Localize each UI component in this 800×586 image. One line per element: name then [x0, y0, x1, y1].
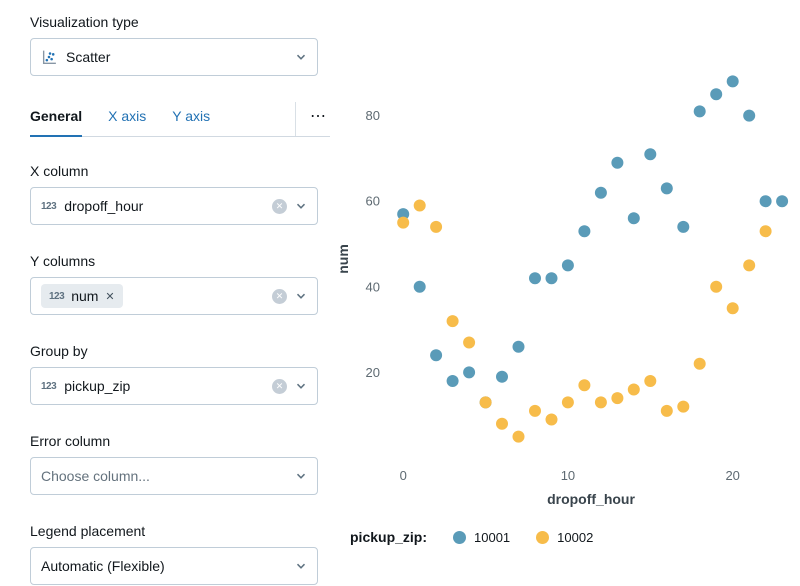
- tab-general[interactable]: General: [30, 102, 83, 137]
- y-columns-label: Y columns: [30, 253, 96, 269]
- chevron-down-icon: [295, 51, 307, 63]
- svg-text:0: 0: [400, 468, 407, 483]
- legend-title: pickup_zip:: [350, 529, 428, 545]
- tab-x-axis[interactable]: X axis: [108, 108, 147, 124]
- svg-text:20: 20: [725, 468, 739, 483]
- chevron-down-icon: [295, 470, 307, 482]
- legend-item-label: 10002: [557, 529, 594, 545]
- chevron-down-icon: [295, 290, 307, 302]
- tab-y-axis[interactable]: Y axis: [172, 108, 211, 124]
- number-type-icon: 123: [41, 380, 57, 392]
- svg-text:80: 80: [366, 108, 380, 123]
- legend-placement-label: Legend placement: [30, 523, 146, 539]
- clear-icon[interactable]: ✕: [272, 198, 287, 214]
- error-column-label: Error column: [30, 433, 111, 449]
- y-column-tag: 123 num ✕: [41, 284, 123, 308]
- chevron-down-icon: [295, 560, 307, 572]
- chevron-down-icon: [295, 380, 307, 392]
- legend-placement-value: Automatic (Flexible): [41, 558, 165, 574]
- remove-tag-icon[interactable]: ✕: [105, 290, 115, 303]
- group-by-label: Group by: [30, 343, 88, 359]
- svg-text:20: 20: [366, 365, 380, 380]
- number-type-icon: 123: [49, 290, 65, 302]
- clear-icon[interactable]: ✕: [272, 378, 287, 394]
- legend-item-label: 10001: [474, 529, 511, 545]
- scatter-plot: 20 40 60 80 0 10 20 dropoff_hour num: [335, 75, 789, 507]
- viz-type-value: Scatter: [66, 49, 111, 65]
- viz-type-select[interactable]: Scatter: [30, 38, 318, 76]
- error-column-select[interactable]: Choose column...: [30, 457, 318, 495]
- clear-icon[interactable]: ✕: [272, 288, 287, 304]
- error-column-placeholder: Choose column...: [41, 468, 150, 484]
- group-by-select[interactable]: 123 pickup_zip ✕: [30, 367, 318, 405]
- group-by-value: pickup_zip: [64, 378, 131, 394]
- svg-text:num: num: [335, 244, 351, 274]
- x-column-value: dropoff_hour: [64, 198, 144, 214]
- tabs-overflow-button[interactable]: ⋯: [295, 102, 330, 136]
- config-tabs: General X axis Y axis ⋯: [30, 102, 330, 137]
- x-column-select[interactable]: 123 dropoff_hour ✕: [30, 187, 318, 225]
- x-column-label: X column: [30, 163, 89, 179]
- legend-item-10001[interactable]: 10001: [453, 530, 510, 545]
- scatter-chart-icon: [41, 49, 58, 66]
- svg-text:10: 10: [561, 468, 575, 483]
- svg-text:40: 40: [366, 279, 380, 294]
- legend-item-10002[interactable]: 10002: [536, 530, 593, 545]
- series-color-dot: [536, 530, 550, 544]
- svg-text:60: 60: [366, 194, 380, 209]
- svg-text:dropoff_hour: dropoff_hour: [547, 491, 635, 507]
- series-color-dot: [453, 530, 467, 544]
- legend-placement-select[interactable]: Automatic (Flexible): [30, 547, 318, 585]
- visualization-config-panel: Visualization type Scatter General X axi…: [0, 0, 332, 586]
- chart-legend: pickup_zip: 10001 10002: [332, 529, 800, 545]
- y-columns-select[interactable]: 123 num ✕ ✕: [30, 277, 318, 315]
- chevron-down-icon: [295, 200, 307, 212]
- y-column-tag-value: num: [71, 288, 99, 304]
- viz-type-label: Visualization type: [30, 14, 139, 30]
- number-type-icon: 123: [41, 200, 57, 212]
- chart-preview-panel: 20 40 60 80 0 10 20 dropoff_hour num pickup_zip:…: [332, 0, 800, 586]
